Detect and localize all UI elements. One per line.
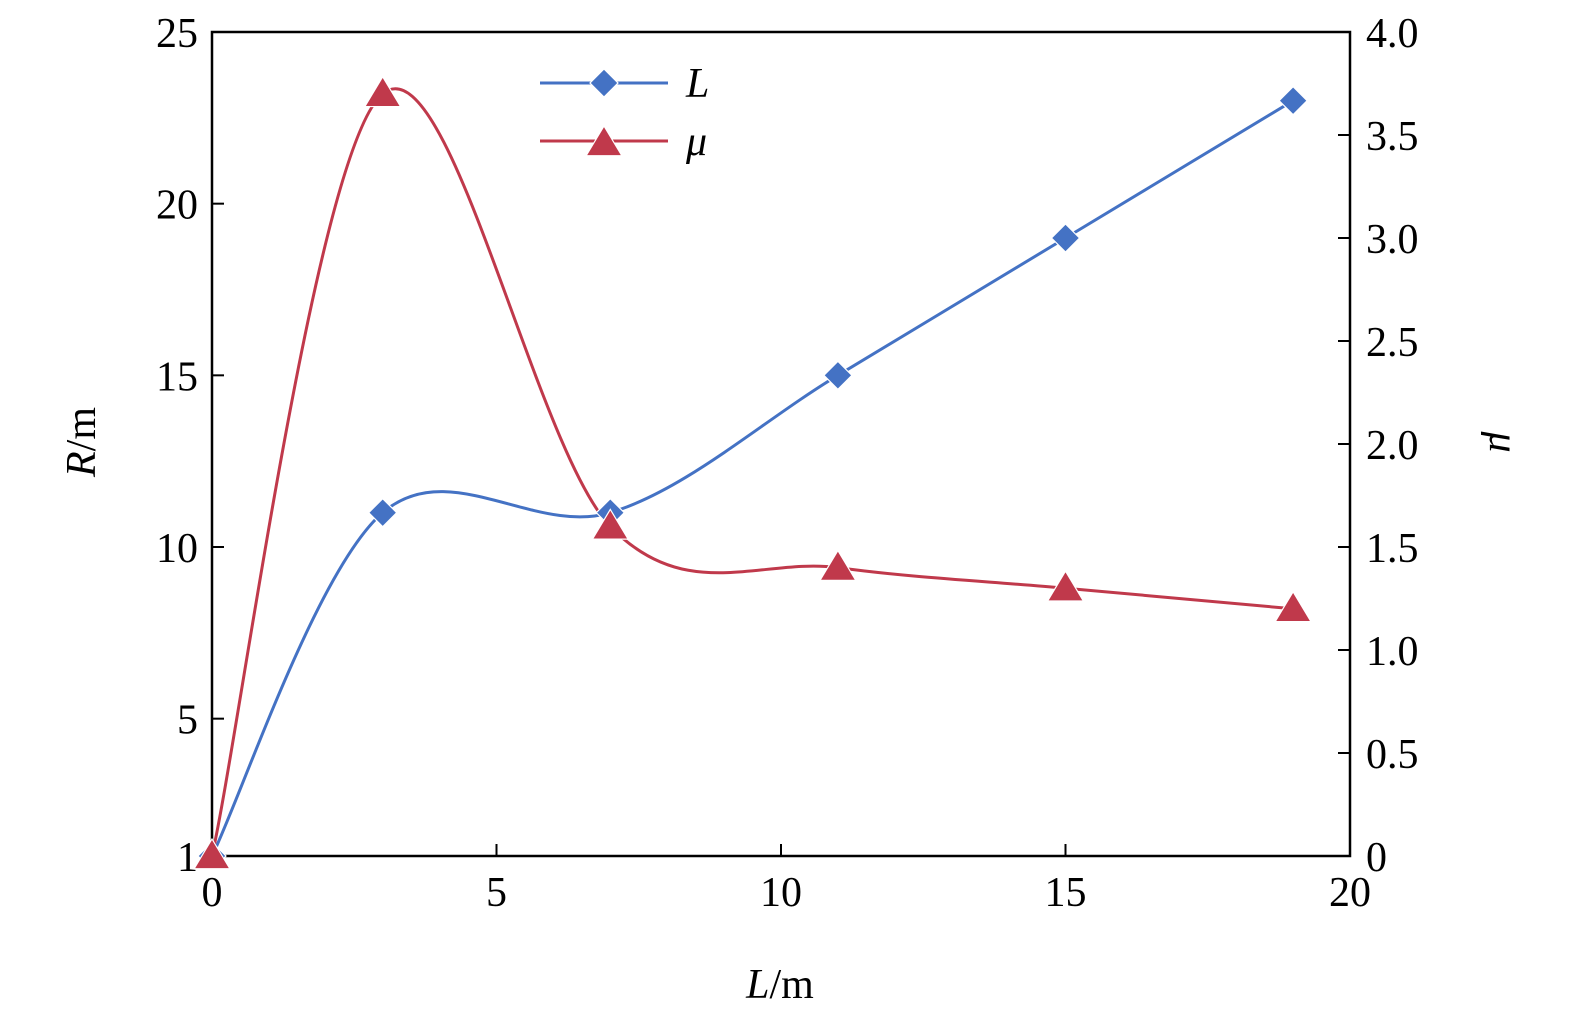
plot-frame	[210, 30, 1352, 858]
y-right-tick-label: 3.5	[1366, 114, 1419, 160]
y-left-tick-label: 20	[156, 183, 198, 229]
y-right-tick-label: 1.5	[1366, 526, 1419, 572]
y-left-tick-label: 1	[177, 835, 198, 881]
series-line-mu	[210, 87, 1295, 858]
y-right-tick-label: 2.5	[1366, 320, 1419, 366]
axis-ticks: 0 5 10 15 20151015202500.51.01.52.02.53.03.5…	[156, 11, 1419, 916]
marker-diamond-l	[367, 497, 398, 528]
legend-label-mu: μ	[685, 119, 707, 165]
y-left-tick-label: 15	[156, 354, 198, 400]
y-left-tick-label: 10	[156, 526, 198, 572]
x-axis-title-unit: /m	[770, 962, 815, 1008]
y-right-tick-label: 2.0	[1366, 423, 1419, 469]
x-tick-label: 15	[1045, 870, 1087, 916]
y-axis-left-title: R/m	[59, 407, 105, 478]
series-line-l	[210, 99, 1295, 858]
plot-area	[210, 30, 1352, 858]
x-tick-label: 5	[486, 870, 507, 916]
x-tick-label: 10	[760, 870, 802, 916]
y-axis-right-title-var: μ	[1480, 430, 1526, 452]
legend-item-mu: μ	[540, 119, 707, 165]
marker-diamond-l	[1278, 85, 1308, 116]
y-axis-left-title-unit: /m	[59, 407, 105, 452]
x-tick-label: 0	[202, 870, 223, 916]
marker-triangle-mu	[1274, 590, 1313, 623]
y-right-tick-label: 0.5	[1366, 732, 1419, 778]
y-axis-left-title-var: R	[59, 451, 105, 478]
y-axis-right-title: μ	[1480, 430, 1526, 452]
y-right-tick-label: 0	[1366, 835, 1387, 881]
marker-triangle-mu	[818, 549, 857, 581]
y-left-tick-label: 5	[177, 698, 198, 744]
marker-triangle-mu	[363, 75, 402, 108]
marker-triangle-mu	[1046, 570, 1085, 602]
y-right-tick-label: 3.0	[1366, 217, 1419, 263]
y-right-tick-label: 1.0	[1366, 629, 1419, 675]
x-tick-label: 20	[1329, 870, 1371, 916]
legend-item-l: L	[540, 61, 709, 107]
y-left-tick-label: 25	[156, 11, 198, 57]
legend-marker-diamond	[589, 68, 619, 98]
legend-label-l: L	[685, 61, 709, 107]
x-axis-title: L/m	[745, 962, 814, 1008]
markers-group	[193, 75, 1313, 871]
legend-marker-triangle	[585, 124, 623, 157]
marker-diamond-l	[823, 360, 853, 391]
marker-triangle-mu	[193, 837, 231, 870]
marker-triangle-mu	[591, 508, 630, 540]
marker-diamond-l	[1050, 223, 1081, 253]
series-group	[210, 87, 1295, 858]
y-right-tick-label: 4.0	[1366, 11, 1419, 57]
legend: L μ	[540, 61, 709, 165]
x-axis-title-var: L	[745, 962, 769, 1008]
